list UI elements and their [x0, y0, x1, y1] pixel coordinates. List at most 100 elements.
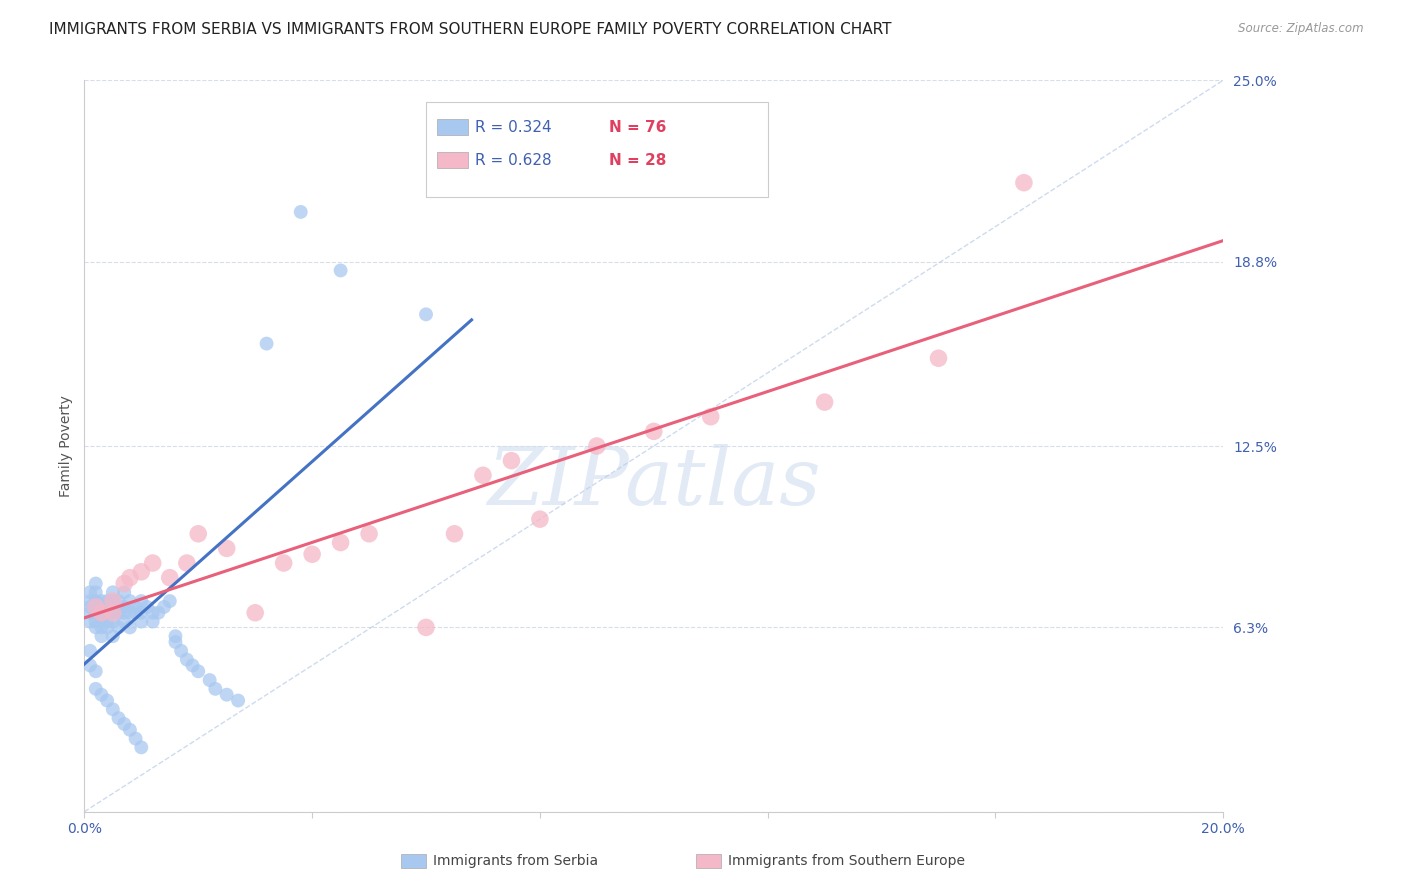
Text: ZIPatlas: ZIPatlas [486, 444, 821, 521]
Point [165, 629, 187, 643]
Point [84, 576, 107, 591]
Point [131, 606, 153, 620]
Text: Immigrants from Serbia: Immigrants from Serbia [433, 854, 598, 868]
Point [273, 556, 295, 570]
Point [256, 336, 278, 351]
Point [96, 606, 118, 620]
Point [101, 615, 124, 629]
Point [90, 606, 112, 620]
Point [90, 599, 112, 614]
Point [124, 606, 146, 620]
Point [96, 599, 118, 614]
Point [118, 620, 141, 634]
Point [187, 665, 209, 679]
Point [96, 620, 118, 634]
Point [131, 594, 153, 608]
Point [84, 599, 107, 614]
Point [84, 620, 107, 634]
Point [415, 620, 437, 634]
Point [96, 594, 118, 608]
Point [586, 439, 609, 453]
Point [112, 576, 135, 591]
Point [700, 409, 723, 424]
Text: IMMIGRANTS FROM SERBIA VS IMMIGRANTS FROM SOUTHERN EUROPE FAMILY POVERTY CORRELA: IMMIGRANTS FROM SERBIA VS IMMIGRANTS FRO… [49, 22, 891, 37]
Point [226, 693, 249, 707]
Point [142, 615, 165, 629]
Point [290, 205, 312, 219]
Point [101, 594, 124, 608]
Point [131, 615, 153, 629]
Point [1012, 176, 1035, 190]
Point [443, 526, 465, 541]
Point [90, 606, 112, 620]
Point [79, 658, 101, 673]
Point [124, 599, 146, 614]
Point [142, 606, 165, 620]
Point [118, 594, 141, 608]
Point [928, 351, 950, 366]
Point [107, 594, 129, 608]
Point [176, 652, 198, 666]
Point [204, 681, 226, 696]
Point [165, 635, 187, 649]
Point [215, 688, 238, 702]
Point [159, 594, 181, 608]
Point [90, 615, 112, 629]
Text: Source: ZipAtlas.com: Source: ZipAtlas.com [1239, 22, 1364, 36]
Point [118, 571, 141, 585]
Point [90, 629, 112, 643]
Point [101, 606, 124, 620]
Point [118, 606, 141, 620]
Point [131, 740, 153, 755]
Point [90, 620, 112, 634]
Point [107, 599, 129, 614]
Point [79, 599, 101, 614]
Point [215, 541, 238, 556]
Point [359, 526, 381, 541]
Point [79, 594, 101, 608]
Point [170, 644, 193, 658]
Point [814, 395, 837, 409]
Point [136, 599, 159, 614]
Point [101, 606, 124, 620]
Point [112, 615, 135, 629]
Point [79, 585, 101, 599]
Point [112, 717, 135, 731]
Point [90, 688, 112, 702]
Point [329, 263, 352, 277]
Point [107, 606, 129, 620]
Point [79, 615, 101, 629]
Point [90, 594, 112, 608]
Point [245, 606, 267, 620]
Point [107, 711, 129, 725]
Point [142, 556, 165, 570]
Point [79, 644, 101, 658]
Point [96, 693, 118, 707]
Point [301, 547, 323, 561]
Text: R = 0.324: R = 0.324 [475, 120, 551, 135]
Point [181, 658, 204, 673]
Point [472, 468, 495, 483]
Point [124, 731, 146, 746]
Point [101, 702, 124, 716]
Text: N = 28: N = 28 [609, 153, 666, 168]
Y-axis label: Family Poverty: Family Poverty [59, 395, 73, 497]
Point [329, 535, 352, 549]
Point [84, 665, 107, 679]
Point [112, 599, 135, 614]
Point [529, 512, 551, 526]
Point [84, 594, 107, 608]
Point [84, 681, 107, 696]
Point [84, 585, 107, 599]
Point [101, 585, 124, 599]
Point [187, 526, 209, 541]
Point [107, 620, 129, 634]
Text: N = 76: N = 76 [609, 120, 666, 135]
Point [643, 425, 665, 439]
Point [101, 594, 124, 608]
Point [118, 723, 141, 737]
Point [84, 606, 107, 620]
Point [131, 565, 153, 579]
Point [101, 629, 124, 643]
Point [148, 606, 170, 620]
